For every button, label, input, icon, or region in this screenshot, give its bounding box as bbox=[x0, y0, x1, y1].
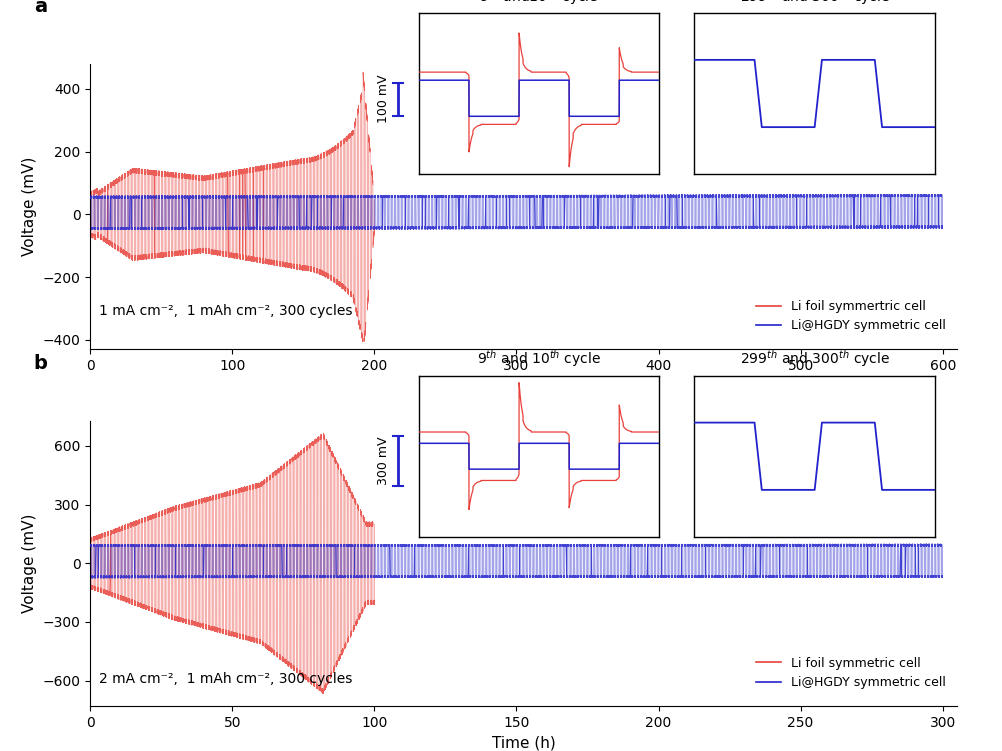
Text: a: a bbox=[34, 0, 47, 17]
Text: 9$^{th}$ and10$^{th}$ cycle: 9$^{th}$ and10$^{th}$ cycle bbox=[479, 0, 599, 7]
Text: b: b bbox=[34, 354, 48, 373]
Text: 1 mA cm⁻²,  1 mAh cm⁻², 300 cycles: 1 mA cm⁻², 1 mAh cm⁻², 300 cycles bbox=[99, 304, 353, 318]
Y-axis label: Voltage (mV): Voltage (mV) bbox=[22, 157, 37, 256]
X-axis label: Time (h): Time (h) bbox=[492, 735, 555, 750]
Text: 100 mV: 100 mV bbox=[377, 75, 390, 123]
Text: 299$^{th}$ and 300$^{th}$ cycle: 299$^{th}$ and 300$^{th}$ cycle bbox=[739, 0, 890, 7]
Legend: Li foil symmetric cell, Li@HGDY symmetric cell: Li foil symmetric cell, Li@HGDY symmetri… bbox=[750, 652, 951, 694]
Legend: Li foil symmertric cell, Li@HGDY symmetric cell: Li foil symmertric cell, Li@HGDY symmetr… bbox=[750, 295, 951, 337]
Text: 299$^{th}$ and 300$^{th}$ cycle: 299$^{th}$ and 300$^{th}$ cycle bbox=[739, 348, 890, 369]
Y-axis label: Voltage (mV): Voltage (mV) bbox=[22, 514, 37, 613]
Text: 2 mA cm⁻²,  1 mAh cm⁻², 300 cycles: 2 mA cm⁻², 1 mAh cm⁻², 300 cycles bbox=[99, 672, 353, 686]
X-axis label: Time (h): Time (h) bbox=[492, 379, 555, 394]
Text: 9$^{th}$ and 10$^{th}$ cycle: 9$^{th}$ and 10$^{th}$ cycle bbox=[477, 348, 601, 369]
Text: 300 mV: 300 mV bbox=[377, 437, 390, 485]
